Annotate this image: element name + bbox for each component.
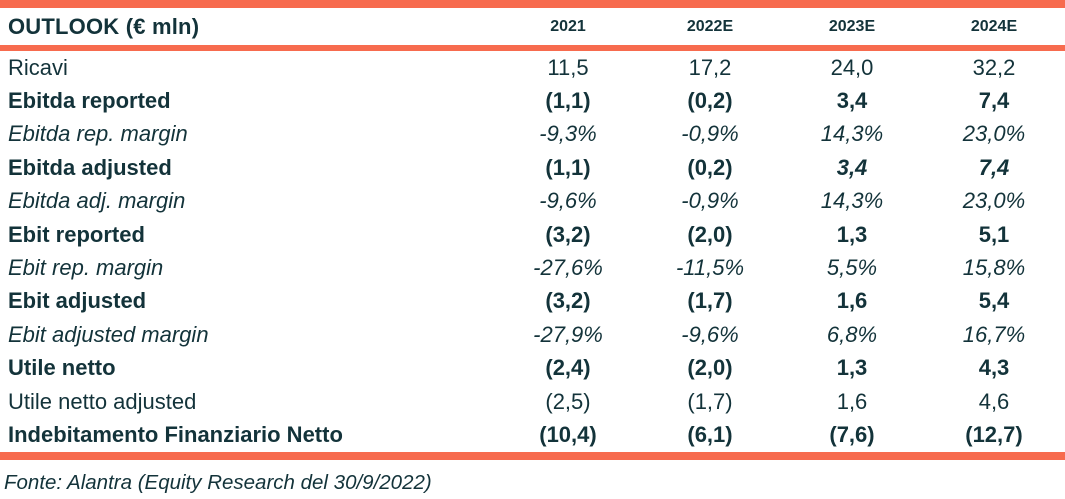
cell-2023e: 1,3 bbox=[836, 355, 868, 381]
cell-2021: (3,2) bbox=[545, 221, 591, 247]
cell-2021: (3,2) bbox=[545, 288, 591, 314]
cell-2021: -9,3% bbox=[539, 121, 597, 147]
row-label: Ebitda adjusted bbox=[8, 154, 172, 180]
cell-2024e: 4,6 bbox=[978, 388, 1010, 414]
cell-2024e: 5,1 bbox=[978, 221, 1010, 247]
cell-2022e: (1,7) bbox=[687, 388, 733, 414]
cell-2024e: 5,4 bbox=[978, 288, 1010, 314]
cell-2022e: -0,9% bbox=[681, 121, 739, 147]
table-title: OUTLOOK (€ mln) bbox=[8, 13, 200, 39]
cell-2021: 11,5 bbox=[547, 54, 589, 80]
row-label: Ebit rep. margin bbox=[8, 255, 164, 281]
row-label: Utile netto adjusted bbox=[8, 388, 197, 414]
cell-2022e: 17,2 bbox=[688, 54, 732, 80]
cell-2021: (1,1) bbox=[545, 154, 591, 180]
column-header-2022e: 2022E bbox=[686, 17, 734, 35]
cell-2022e: (2,0) bbox=[687, 355, 733, 381]
cell-2023e: 1,6 bbox=[836, 388, 868, 414]
table-header-row: OUTLOOK (€ mln) 2021 2022E 2023E 2024E bbox=[0, 0, 1065, 51]
cell-2021: (2,5) bbox=[545, 388, 591, 414]
table-row: Indebitamento Finanziario Netto (10,4) (… bbox=[0, 418, 1065, 451]
row-label: Ebitda adj. margin bbox=[8, 188, 186, 214]
table-row: Ebit adjusted (3,2) (1,7) 1,6 5,4 bbox=[0, 285, 1065, 318]
cell-2024e: 23,0% bbox=[962, 188, 1026, 214]
cell-2021: (2,4) bbox=[545, 355, 591, 381]
cell-2024e: 7,4 bbox=[978, 154, 1010, 180]
cell-2023e: (7,6) bbox=[829, 421, 875, 447]
cell-2023e: 14,3% bbox=[820, 121, 884, 147]
row-label: Utile netto bbox=[8, 355, 116, 381]
cell-2021: -27,9% bbox=[533, 321, 603, 347]
column-header-2024e: 2024E bbox=[970, 17, 1018, 35]
table-row: Utile netto adjusted (2,5) (1,7) 1,6 4,6 bbox=[0, 385, 1065, 418]
cell-2022e: -0,9% bbox=[681, 188, 739, 214]
cell-2024e: (12,7) bbox=[965, 421, 1023, 447]
cell-2022e: (0,2) bbox=[687, 154, 733, 180]
cell-2022e: -11,5% bbox=[675, 255, 745, 281]
cell-2023e: 1,6 bbox=[836, 288, 868, 314]
table-row: Ebitda adj. margin -9,6% -0,9% 14,3% 23,… bbox=[0, 185, 1065, 218]
row-label: Ebit adjusted margin bbox=[8, 321, 209, 347]
table-row: Ebit rep. margin -27,6% -11,5% 5,5% 15,8… bbox=[0, 251, 1065, 284]
cell-2023e: 24,0 bbox=[830, 54, 874, 80]
cell-2024e: 16,7% bbox=[962, 321, 1026, 347]
row-label: Ricavi bbox=[8, 54, 68, 80]
table-row: Ebit reported (3,2) (2,0) 1,3 5,1 bbox=[0, 218, 1065, 251]
cell-2023e: 6,8% bbox=[826, 321, 878, 347]
row-label: Ebitda rep. margin bbox=[8, 121, 188, 147]
cell-2023e: 1,3 bbox=[836, 221, 868, 247]
cell-2024e: 4,3 bbox=[978, 355, 1010, 381]
cell-2023e: 3,4 bbox=[836, 154, 868, 180]
cell-2023e: 14,3% bbox=[820, 188, 884, 214]
cell-2021: -27,6% bbox=[533, 255, 603, 281]
cell-2022e: (6,1) bbox=[687, 421, 733, 447]
column-header-2023e: 2023E bbox=[828, 17, 876, 35]
cell-2024e: 7,4 bbox=[978, 88, 1010, 114]
cell-2024e: 15,8% bbox=[962, 255, 1026, 281]
table-row: Ebit adjusted margin -27,9% -9,6% 6,8% 1… bbox=[0, 318, 1065, 351]
cell-2021: (10,4) bbox=[539, 421, 597, 447]
row-label: Ebitda reported bbox=[8, 88, 171, 114]
row-label: Ebit reported bbox=[8, 221, 145, 247]
cell-2023e: 5,5% bbox=[826, 255, 878, 281]
cell-2024e: 23,0% bbox=[962, 121, 1026, 147]
cell-2022e: (0,2) bbox=[687, 88, 733, 114]
column-header-2021: 2021 bbox=[550, 17, 586, 35]
source-note: Fonte: Alantra (Equity Research del 30/9… bbox=[4, 470, 432, 494]
cell-2022e: -9,6% bbox=[681, 321, 739, 347]
row-label: Ebit adjusted bbox=[8, 288, 147, 314]
cell-2021: -9,6% bbox=[539, 188, 597, 214]
cell-2023e: 3,4 bbox=[836, 88, 868, 114]
cell-2024e: 32,2 bbox=[972, 54, 1016, 80]
table-row: Ebitda rep. margin -9,3% -0,9% 14,3% 23,… bbox=[0, 118, 1065, 151]
cell-2021: (1,1) bbox=[545, 88, 591, 114]
cell-2022e: (1,7) bbox=[687, 288, 733, 314]
table-body: Ricavi 11,5 17,2 24,0 32,2 Ebitda report… bbox=[0, 51, 1065, 460]
row-label: Indebitamento Finanziario Netto bbox=[8, 421, 343, 447]
table-row: Ebitda reported (1,1) (0,2) 3,4 7,4 bbox=[0, 84, 1065, 117]
table-row: Ebitda adjusted (1,1) (0,2) 3,4 7,4 bbox=[0, 151, 1065, 184]
cell-2022e: (2,0) bbox=[687, 221, 733, 247]
table-row: Ricavi 11,5 17,2 24,0 32,2 bbox=[0, 51, 1065, 84]
table-row: Utile netto (2,4) (2,0) 1,3 4,3 bbox=[0, 352, 1065, 385]
